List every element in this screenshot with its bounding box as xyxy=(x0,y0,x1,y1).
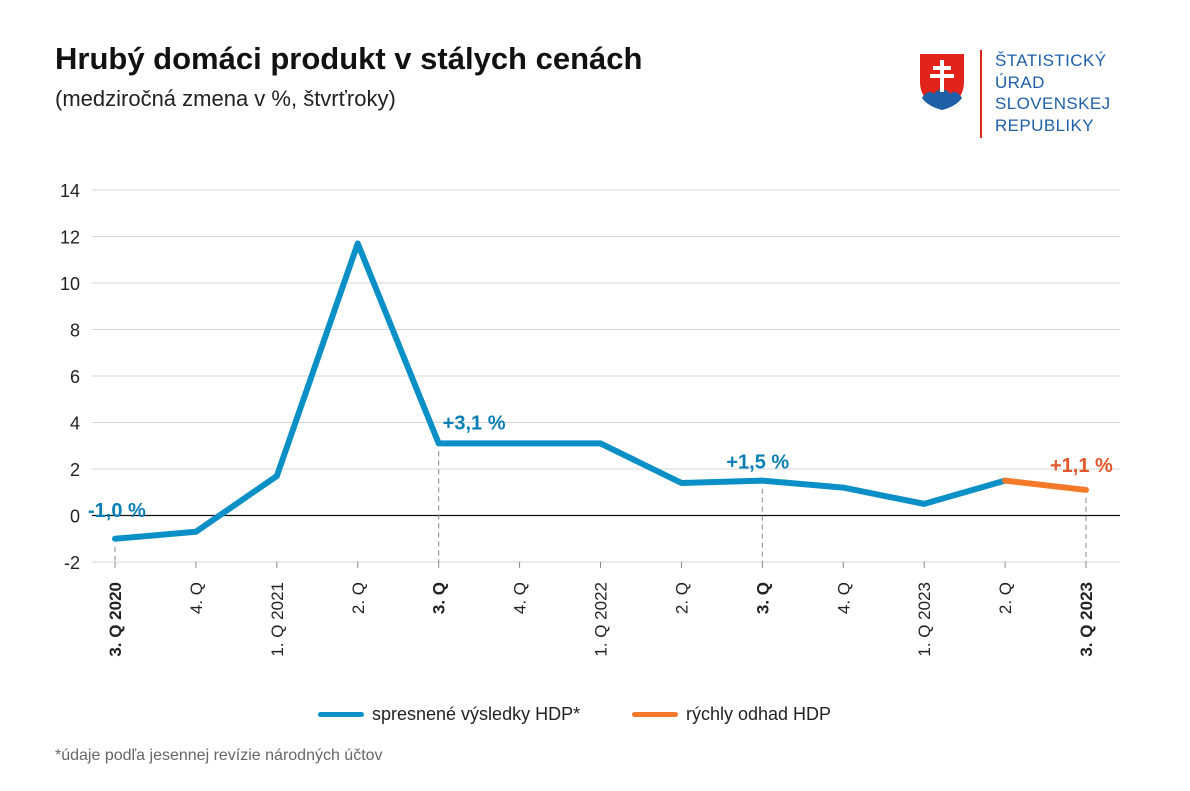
x-category-label: 3. Q 2020 xyxy=(106,582,125,657)
y-tick-label: 12 xyxy=(60,228,80,248)
y-tick-label: 0 xyxy=(70,507,80,527)
x-category-label: 3. Q xyxy=(430,582,449,614)
legend-swatch-orange xyxy=(632,712,678,717)
logo-text: ŠTATISTICKÝ ÚRAD SLOVENSKEJ REPUBLIKY xyxy=(995,50,1111,136)
legend-label-refined: spresnené výsledky HDP* xyxy=(372,704,581,724)
logo-line-1: ŠTATISTICKÝ xyxy=(995,51,1107,70)
y-tick-label: 6 xyxy=(70,367,80,387)
x-category-label: 1. Q 2023 xyxy=(915,582,934,657)
y-tick-label: 4 xyxy=(70,414,80,434)
page-subtitle: (medziročná zmena v %, štvrťroky) xyxy=(55,86,396,111)
legend-swatch-blue xyxy=(318,712,364,717)
logo-divider xyxy=(980,50,982,138)
data-label: +3,1 % xyxy=(443,412,506,434)
y-tick-label: 14 xyxy=(60,181,80,201)
data-label: +1,1 % xyxy=(1050,455,1113,477)
data-label: +1,5 % xyxy=(726,452,789,474)
slovak-coat-of-arms-icon xyxy=(920,54,964,110)
logo-line-3: SLOVENSKEJ xyxy=(995,94,1111,113)
x-category-label: 2. Q xyxy=(349,582,368,614)
x-category-label: 1. Q 2022 xyxy=(592,582,611,657)
legend-label-flash: rýchly odhad HDP xyxy=(686,704,832,724)
x-category-label: 2. Q xyxy=(996,582,1015,614)
y-tick-label: 8 xyxy=(70,321,80,341)
x-category-label: 4. Q xyxy=(187,582,206,614)
x-category-label: 2. Q xyxy=(672,582,691,614)
chart-legend: spresnené výsledky HDP* rýchly odhad HDP xyxy=(0,704,1190,728)
y-tick-label: -2 xyxy=(64,553,80,573)
legend-item-flash: rýchly odhad HDP xyxy=(632,704,831,725)
logo-line-4: REPUBLIKY xyxy=(995,115,1095,135)
legend-item-refined: spresnené výsledky HDP* xyxy=(318,704,580,725)
y-tick-label: 2 xyxy=(70,460,80,480)
x-category-label: 3. Q 2023 xyxy=(1077,582,1096,657)
x-category-label: 3. Q xyxy=(753,582,772,614)
gdp-line-chart: -2 0 2 4 6 8 10 12 14 3. Q 2020 4. Q 1. Q 2021 2. Q 3… xyxy=(60,181,1120,657)
data-label: -1,0 % xyxy=(88,500,146,522)
logo-line-2: ÚRAD xyxy=(995,72,1045,92)
series-line-refined xyxy=(112,240,1009,542)
x-category-label: 1. Q 2021 xyxy=(268,582,287,657)
series-line-flash xyxy=(1002,477,1089,493)
x-category-label: 4. Q xyxy=(511,582,530,614)
page-title: Hrubý domáci produkt v stálych cenách xyxy=(55,41,643,76)
footnote: *údaje podľa jesennej revízie národných … xyxy=(55,747,383,764)
x-category-label: 4. Q xyxy=(834,582,853,614)
y-tick-label: 10 xyxy=(60,274,80,294)
